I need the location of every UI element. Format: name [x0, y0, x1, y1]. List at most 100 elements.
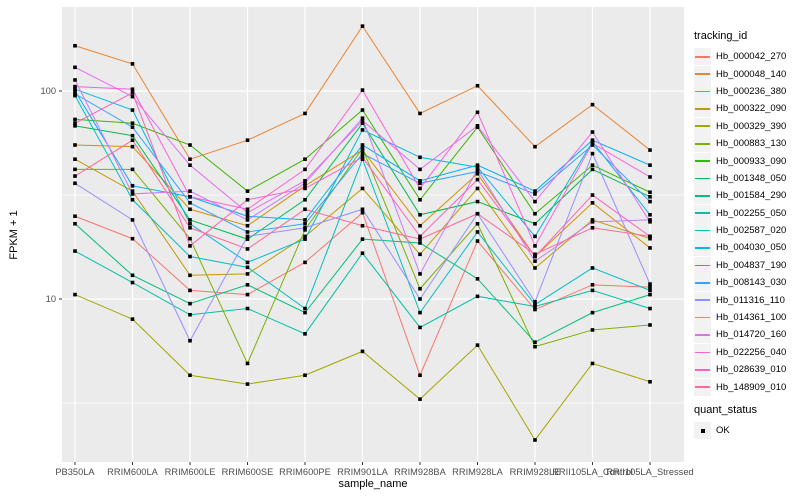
- x-tick-label: RRIM600LE: [165, 467, 216, 477]
- legend-entry: Hb_002255_050: [694, 204, 787, 222]
- data-point: [648, 306, 652, 311]
- legend-tracking-id: tracking_id Hb_000042_270 Hb_000048_140 Hb…: [694, 30, 786, 396]
- quant-ok-key: [694, 422, 711, 440]
- series-color-line: [695, 212, 710, 215]
- data-point: [245, 138, 250, 143]
- series-color-line: [695, 142, 710, 145]
- data-point: [590, 225, 595, 230]
- legend-entry-label: Hb_001584_290: [716, 190, 787, 202]
- data-point: [303, 228, 307, 232]
- x-axis-title: sample_name: [338, 478, 408, 490]
- data-point: [73, 157, 77, 162]
- data-point: [360, 116, 365, 120]
- legend-entry: Hb_001584_290: [694, 187, 787, 205]
- legend-key-line-icon: [694, 274, 711, 292]
- data-point: [648, 199, 652, 204]
- data-point: [648, 220, 652, 224]
- data-point: [418, 325, 422, 330]
- data-point: [130, 218, 135, 222]
- data-point: [73, 89, 77, 93]
- data-point: [475, 169, 480, 174]
- data-point: [188, 201, 192, 205]
- data-point: [303, 237, 307, 241]
- data-point: [590, 138, 595, 143]
- legend-title-quant-status: quant_status: [694, 404, 757, 416]
- data-point: [360, 146, 365, 151]
- legend-key-line-icon: [694, 135, 711, 153]
- data-point: [590, 310, 595, 315]
- legend-entry-label: Hb_004837_190: [716, 259, 787, 271]
- data-point: [648, 218, 652, 222]
- data-point: [303, 332, 307, 336]
- data-point: [303, 167, 307, 172]
- data-point: [648, 194, 652, 199]
- data-point: [418, 167, 422, 172]
- data-point: [648, 288, 652, 293]
- legend-key-line-icon: [694, 65, 711, 83]
- data-point: [188, 218, 192, 222]
- x-tick-label: RRIM928BA: [394, 467, 446, 477]
- data-point: [418, 297, 422, 301]
- series-color-line: [695, 177, 710, 180]
- legend-entry: Hb_004030_050: [694, 239, 786, 257]
- data-point: [73, 121, 77, 126]
- legend-title-tracking-id: tracking_id: [694, 30, 748, 42]
- data-point: [533, 259, 537, 263]
- data-point: [360, 143, 365, 147]
- data-point: [245, 234, 250, 239]
- legend-entry: Hb_000322_090: [694, 100, 786, 118]
- data-point: [245, 272, 250, 276]
- data-point: [475, 83, 480, 88]
- data-point: [245, 283, 250, 287]
- series-color-line: [695, 90, 710, 93]
- data-point: [360, 121, 365, 126]
- legend-entry-label: OK: [716, 425, 730, 437]
- legend-entry: Hb_014361_100: [694, 309, 787, 327]
- data-point: [303, 373, 307, 378]
- legend-entry-label: Hb_001348_050: [716, 172, 787, 184]
- data-point: [533, 254, 537, 259]
- legend-entry-label: Hb_014361_100: [716, 312, 787, 324]
- legend-entry-label: Hb_000236_380: [716, 85, 787, 97]
- legend-entry-label: Hb_002255_050: [716, 207, 787, 219]
- series-color-line: [695, 108, 710, 110]
- data-point: [188, 207, 192, 212]
- data-point: [73, 143, 77, 147]
- series-color-line: [695, 247, 710, 249]
- data-point: [590, 361, 595, 366]
- data-point: [130, 192, 135, 196]
- data-point: [418, 397, 422, 401]
- data-point: [303, 197, 307, 202]
- legend-entry-label: Hb_000048_140: [716, 68, 787, 80]
- legend-key-line-icon: [694, 204, 711, 222]
- data-point: [73, 292, 77, 297]
- data-point: [533, 304, 537, 309]
- data-point: [590, 141, 595, 146]
- data-point: [418, 197, 422, 202]
- data-point: [130, 167, 135, 172]
- data-point: [418, 111, 422, 116]
- data-point: [360, 210, 365, 215]
- series-color-line: [695, 334, 710, 336]
- data-point: [245, 306, 250, 311]
- x-tick-label: RRIM901LA: [337, 467, 388, 477]
- legend-entry-label: Hb_000042_270: [716, 51, 787, 63]
- data-point: [590, 130, 595, 134]
- data-point: [418, 237, 422, 241]
- data-point: [360, 88, 365, 92]
- data-point: [590, 288, 595, 293]
- data-point: [130, 125, 135, 129]
- series-color-line: [695, 125, 710, 128]
- series-color-line: [695, 229, 710, 232]
- data-point: [245, 218, 250, 222]
- data-point: [130, 87, 135, 92]
- legend-key-line-icon: [694, 361, 711, 379]
- data-point: [418, 252, 422, 257]
- data-point: [590, 201, 595, 205]
- data-point: [245, 189, 250, 193]
- data-point: [648, 148, 652, 152]
- data-point: [245, 260, 250, 265]
- series-color-line: [695, 281, 710, 284]
- data-point: [188, 244, 192, 248]
- data-point: [130, 317, 135, 321]
